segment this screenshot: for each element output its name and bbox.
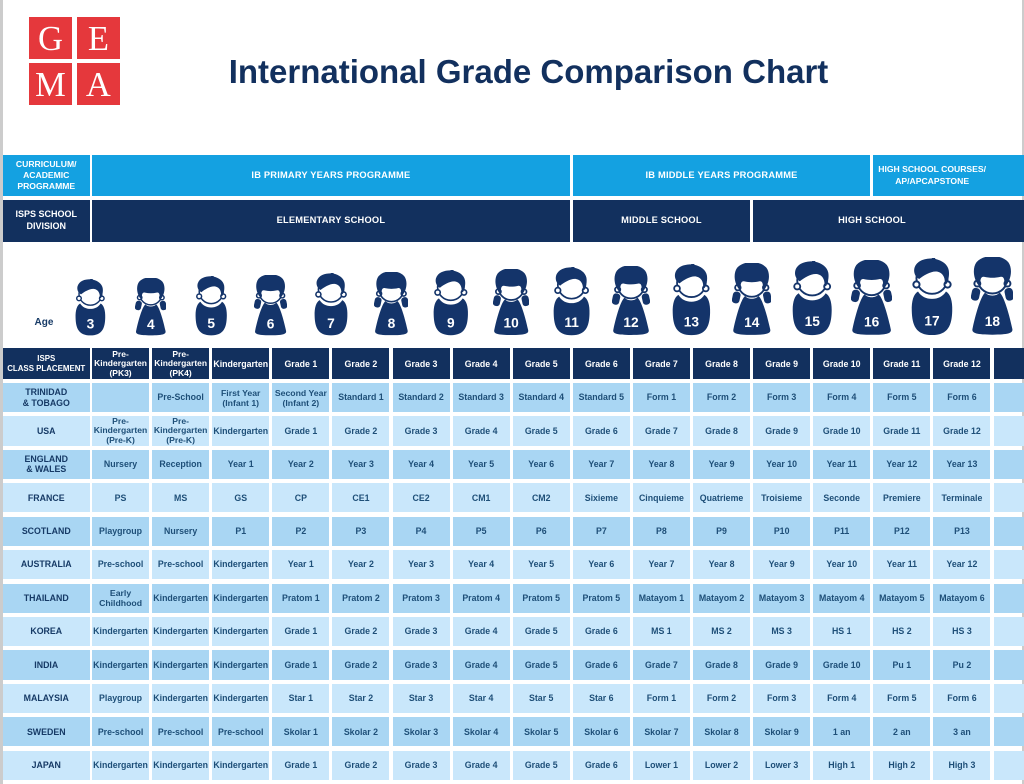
svg-text:13: 13 [684,315,700,330]
svg-text:6: 6 [267,316,275,331]
svg-text:8: 8 [387,316,395,331]
svg-text:17: 17 [924,314,940,329]
svg-text:16: 16 [864,314,880,329]
svg-text:9: 9 [447,315,455,330]
svg-text:11: 11 [564,315,579,330]
svg-text:12: 12 [624,315,640,330]
svg-text:15: 15 [804,314,820,329]
svg-text:18: 18 [984,314,1000,329]
svg-text:4: 4 [147,316,155,331]
svg-text:10: 10 [504,315,520,330]
svg-text:14: 14 [744,314,760,329]
svg-text:3: 3 [87,317,95,332]
svg-text:7: 7 [327,316,335,331]
svg-text:5: 5 [207,316,215,331]
